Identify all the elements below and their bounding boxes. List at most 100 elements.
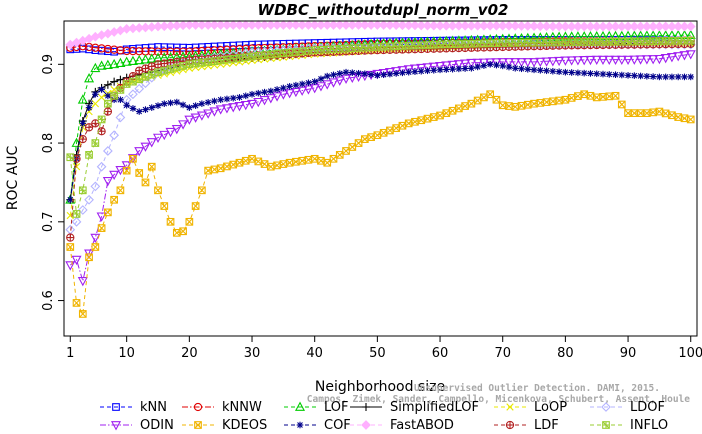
data-point [399, 69, 406, 77]
data-point [510, 21, 521, 31]
data-point [186, 104, 193, 111]
data-point [66, 196, 74, 204]
x-tick-label: 50 [369, 346, 386, 361]
data-point [72, 299, 81, 307]
data-point [121, 161, 132, 171]
data-point [560, 21, 571, 32]
data-point [660, 21, 671, 32]
data-point [229, 94, 237, 102]
data-point [190, 20, 201, 30]
x-tick-label: 90 [620, 346, 637, 361]
legend-marker [194, 421, 202, 429]
data-point [422, 20, 433, 31]
data-point [511, 64, 519, 72]
data-point [355, 69, 362, 77]
legend-marker [602, 421, 610, 429]
data-point [604, 55, 615, 66]
data-point [391, 20, 402, 31]
legend-marker [193, 402, 203, 412]
data-point [392, 42, 401, 51]
data-point [541, 57, 552, 67]
x-tick-label: 30 [244, 346, 261, 361]
data-point [192, 102, 199, 109]
data-point [586, 91, 595, 100]
legend-item-ldof: LDOF [590, 400, 665, 415]
data-point [674, 73, 682, 81]
data-point [497, 20, 508, 31]
data-point [535, 21, 546, 32]
data-point [160, 202, 169, 210]
data-point [447, 20, 458, 31]
data-point [242, 92, 250, 100]
data-point [354, 139, 363, 147]
data-point [254, 89, 262, 97]
data-point [84, 123, 94, 132]
data-point [547, 21, 558, 32]
data-point [185, 47, 194, 56]
data-point [135, 169, 144, 177]
legend-marker [505, 420, 515, 430]
data-point [253, 97, 264, 108]
data-point [529, 58, 540, 68]
data-point [223, 55, 231, 64]
data-point [246, 99, 258, 110]
data-point [654, 21, 665, 32]
legend-label: LoOP [534, 400, 567, 415]
data-point [473, 96, 482, 105]
data-point [587, 70, 594, 77]
legend-marker [601, 402, 611, 412]
data-point [309, 84, 320, 94]
legend-item-simplifiedlof: SimplifiedLOF [350, 400, 479, 415]
data-point [328, 20, 339, 30]
data-point [116, 46, 125, 55]
legend-label: INFLO [630, 418, 668, 433]
data-point [84, 194, 94, 205]
data-point [503, 58, 515, 68]
data-point [567, 38, 576, 47]
data-point [680, 36, 689, 45]
data-point [115, 165, 126, 176]
data-point [196, 111, 207, 121]
data-point [417, 67, 425, 75]
data-point [635, 21, 646, 32]
data-point [423, 114, 432, 123]
data-point [297, 20, 308, 30]
data-point [96, 212, 107, 222]
data-point [96, 161, 107, 172]
data-point [348, 69, 356, 77]
data-point [430, 66, 438, 74]
data-point [643, 72, 651, 80]
data-point [316, 20, 326, 30]
data-point [491, 20, 502, 31]
data-point [597, 55, 609, 66]
legend-marker [361, 420, 371, 430]
data-point [461, 102, 469, 110]
data-point [417, 116, 426, 125]
x-tick-label: 70 [494, 346, 511, 361]
data-point [341, 20, 351, 30]
data-point [209, 107, 220, 117]
data-point [153, 47, 163, 56]
data-point [543, 67, 550, 75]
data-point [280, 84, 287, 92]
data-point [681, 73, 688, 81]
data-point [497, 58, 508, 68]
series-line-kdeos [69, 93, 691, 316]
data-point [499, 62, 507, 70]
data-point [424, 67, 431, 75]
data-point [453, 20, 464, 31]
data-point [379, 128, 388, 137]
data-point [348, 44, 357, 53]
plot-frame [63, 20, 698, 337]
data-point [404, 119, 413, 128]
data-point [92, 90, 99, 98]
data-point [146, 138, 157, 148]
data-point [172, 47, 181, 56]
data-point [629, 21, 640, 32]
data-point [91, 99, 100, 108]
data-point [178, 120, 189, 130]
data-point [641, 55, 652, 65]
data-point [386, 70, 394, 78]
data-point [441, 61, 452, 71]
